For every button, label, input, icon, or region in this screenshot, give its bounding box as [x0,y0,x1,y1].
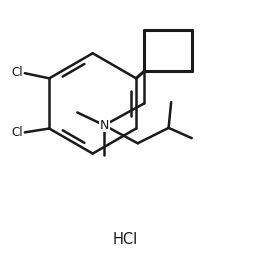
Text: N: N [100,119,109,132]
Text: Cl: Cl [11,66,23,79]
Text: HCl: HCl [112,232,138,247]
Text: Cl: Cl [11,126,23,139]
